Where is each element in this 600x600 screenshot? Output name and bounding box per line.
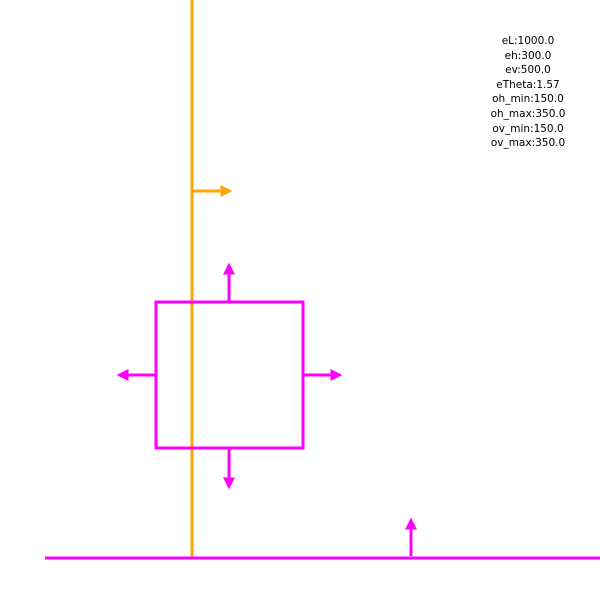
parameter-list: eL:1000.0 eh:300.0 ev:500.0 eTheta:1.57 …	[470, 34, 586, 151]
param-eh: eh:300.0	[504, 49, 552, 62]
magenta-box	[154, 300, 305, 450]
param-ov-min: ov_min:150.0	[492, 122, 564, 135]
param-etheta: eTheta:1.57	[496, 78, 560, 91]
param-oh-max: oh_max:350.0	[490, 107, 566, 120]
param-ov-max: ov_max:350.0	[490, 137, 566, 150]
param-ev: ev:500.0	[505, 64, 551, 77]
param-eL: eL:1000.0	[501, 35, 555, 47]
param-oh-min: oh_min:150.0	[492, 93, 564, 106]
